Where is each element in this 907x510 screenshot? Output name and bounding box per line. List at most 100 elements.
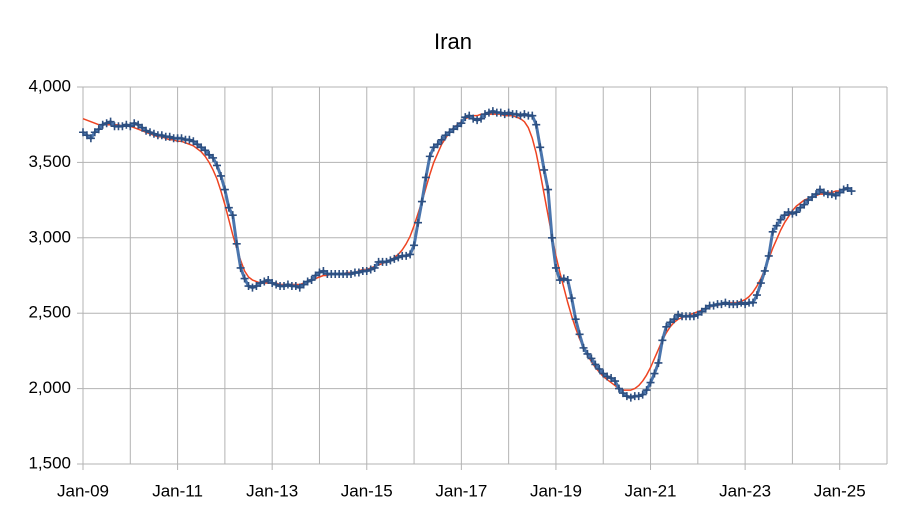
y-tick-label: 3,000 xyxy=(28,227,71,246)
point-marker xyxy=(603,372,612,381)
point-marker xyxy=(461,113,470,122)
point-marker xyxy=(347,269,355,278)
point-marker xyxy=(307,276,316,285)
point-marker xyxy=(477,114,486,123)
point-marker xyxy=(741,300,750,309)
point-marker xyxy=(587,354,596,363)
point-marker xyxy=(760,266,769,275)
point-marker xyxy=(362,266,371,275)
point-marker xyxy=(642,386,651,395)
point-marker xyxy=(622,392,631,401)
point-marker xyxy=(268,279,277,288)
point-marker xyxy=(634,392,643,401)
point-marker xyxy=(583,349,592,358)
point-marker xyxy=(819,188,828,197)
point-marker xyxy=(232,239,241,248)
point-marker xyxy=(689,312,698,321)
point-marker xyxy=(658,336,667,345)
point-marker xyxy=(812,190,821,199)
point-marker xyxy=(260,277,269,286)
point-marker xyxy=(106,117,115,126)
point-marker xyxy=(737,298,746,307)
point-marker xyxy=(563,276,572,285)
point-marker xyxy=(370,263,379,272)
point-marker xyxy=(674,310,683,319)
x-tick-label: Jan-15 xyxy=(341,481,393,500)
point-marker xyxy=(228,211,237,220)
point-marker xyxy=(721,298,730,307)
point-marker xyxy=(244,282,253,291)
point-marker xyxy=(280,282,288,291)
y-tick-label: 2,000 xyxy=(28,378,71,397)
point-marker xyxy=(540,165,549,174)
point-marker xyxy=(638,390,647,399)
point-marker xyxy=(532,120,541,129)
series-line xyxy=(82,109,853,400)
point-marker xyxy=(662,322,671,331)
point-marker xyxy=(717,300,726,309)
y-tick-label: 4,000 xyxy=(28,76,71,95)
x-tick-label: Jan-23 xyxy=(719,481,771,500)
point-marker xyxy=(240,274,249,283)
point-marker xyxy=(512,110,521,119)
point-marker xyxy=(216,171,225,180)
point-marker xyxy=(709,301,718,310)
point-marker xyxy=(213,161,221,170)
y-tick-label: 1,500 xyxy=(28,453,71,472)
point-marker xyxy=(764,251,773,260)
point-marker xyxy=(733,300,742,309)
point-marker xyxy=(488,107,497,116)
point-marker xyxy=(382,257,391,266)
point-marker xyxy=(611,377,620,386)
point-marker xyxy=(768,227,777,236)
point-marker xyxy=(847,187,856,196)
point-marker xyxy=(417,197,426,206)
point-marker xyxy=(800,200,809,209)
x-tick-label: Jan-09 xyxy=(57,481,109,500)
y-tick-label: 3,500 xyxy=(28,152,71,171)
point-marker xyxy=(457,119,466,128)
chart-title: Iran xyxy=(434,29,472,54)
point-marker xyxy=(209,153,218,162)
point-marker xyxy=(303,277,312,286)
point-marker xyxy=(670,315,679,324)
point-marker xyxy=(256,279,265,288)
point-marker xyxy=(433,140,442,149)
point-marker xyxy=(595,364,604,373)
point-marker xyxy=(784,208,793,217)
point-marker xyxy=(646,378,655,387)
point-marker xyxy=(650,369,659,378)
point-marker xyxy=(366,265,375,274)
point-marker xyxy=(248,283,257,292)
point-marker xyxy=(575,330,584,339)
point-marker xyxy=(528,111,537,120)
x-tick-label: Jan-25 xyxy=(814,481,866,500)
y-tick-label: 2,500 xyxy=(28,303,71,322)
point-marker xyxy=(437,135,446,144)
point-marker xyxy=(283,280,292,289)
point-marker xyxy=(386,256,395,265)
point-marker xyxy=(615,384,623,393)
x-tick-label: Jan-21 xyxy=(625,481,677,500)
point-marker xyxy=(390,254,399,263)
point-marker xyxy=(315,268,324,277)
point-marker xyxy=(201,146,210,155)
point-marker xyxy=(157,131,166,140)
point-marker xyxy=(122,120,131,129)
point-marker xyxy=(839,185,848,194)
point-marker xyxy=(544,185,553,194)
point-marker xyxy=(792,208,801,217)
point-marker xyxy=(142,126,151,135)
point-marker xyxy=(185,135,194,144)
point-marker xyxy=(591,360,600,369)
point-marker xyxy=(102,119,111,128)
point-marker xyxy=(579,343,588,352)
point-marker xyxy=(536,143,545,152)
point-marker xyxy=(504,108,513,117)
point-marker xyxy=(481,110,489,119)
point-marker xyxy=(473,116,482,125)
point-marker xyxy=(500,110,509,119)
point-marker xyxy=(756,279,765,288)
point-marker xyxy=(555,276,564,285)
